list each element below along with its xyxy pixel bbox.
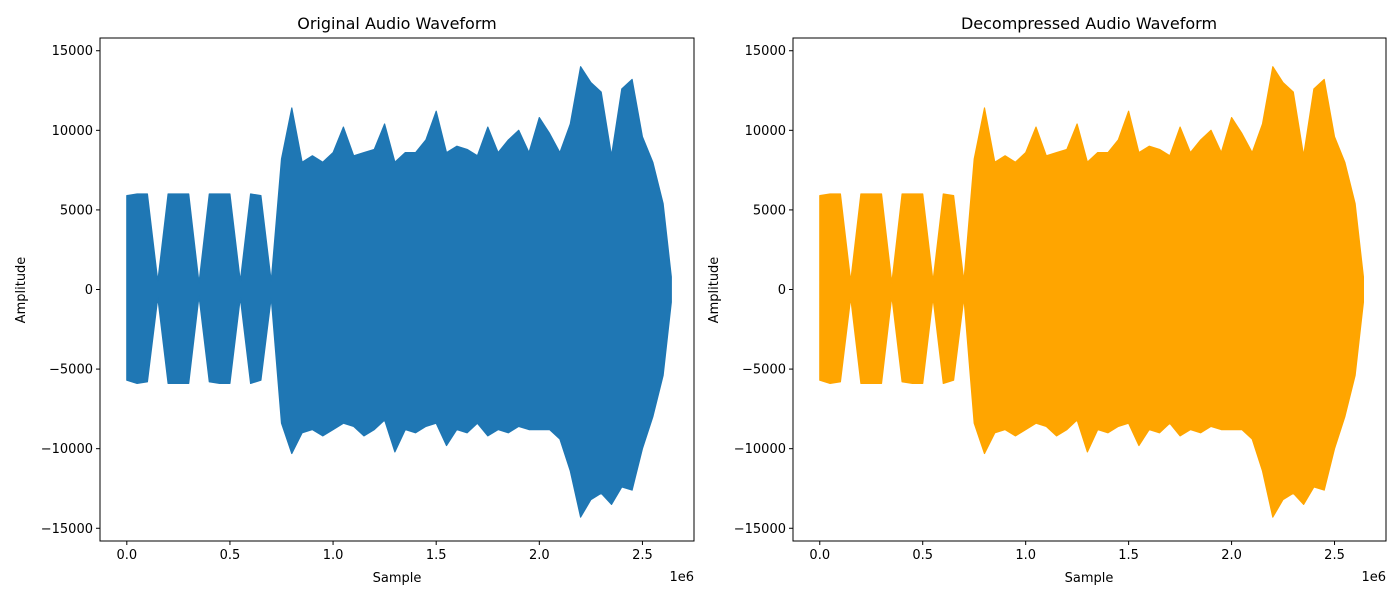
y-tick-label: 5000	[753, 203, 786, 218]
y-axis-label: Amplitude	[14, 257, 29, 324]
x-tick-label: 2.0	[1221, 548, 1242, 563]
y-tick-label: −15000	[41, 522, 93, 537]
y-axis-ticks: −15000 −10000 −5000 0 5000 10000 15000	[734, 44, 793, 537]
x-tick-label: 2.5	[1324, 548, 1345, 563]
y-tick-label: 0	[778, 283, 786, 298]
chart-decompressed-waveform: Decompressed Audio Waveform 0.0 0.5 1.0 1.5…	[707, 14, 1387, 586]
x-tick-label: 2.5	[632, 548, 653, 563]
y-tick-label: −15000	[734, 522, 786, 537]
chart-title: Decompressed Audio Waveform	[961, 14, 1217, 33]
x-axis-ticks: 0.0 0.5 1.0 1.5 2.0 2.5	[116, 541, 653, 563]
y-axis-label: Amplitude	[707, 257, 722, 324]
chart-title: Original Audio Waveform	[297, 14, 496, 33]
y-axis-ticks: −15000 −10000 −5000 0 5000 10000 15000	[41, 44, 100, 537]
y-tick-label: 15000	[745, 44, 786, 59]
waveform-area	[126, 66, 672, 518]
waveform-line	[819, 66, 1364, 518]
x-axis-label: Sample	[373, 571, 422, 586]
y-tick-label: 0	[85, 283, 93, 298]
waveform-area	[819, 66, 1364, 518]
y-tick-label: −10000	[41, 442, 93, 457]
x-tick-label: 1.0	[323, 548, 344, 563]
y-tick-label: 10000	[745, 124, 786, 139]
y-tick-label: 5000	[60, 203, 93, 218]
x-tick-label: 1.5	[1118, 548, 1139, 563]
chart-original-waveform: Original Audio Waveform 0.0 0.5 1.0 1.5 2.0 2…	[14, 14, 695, 586]
x-axis-label: Sample	[1065, 571, 1114, 586]
x-tick-label: 1.0	[1015, 548, 1036, 563]
x-tick-label: 0.5	[220, 548, 241, 563]
y-tick-label: −5000	[742, 363, 786, 378]
x-tick-label: 0.0	[809, 548, 830, 563]
y-tick-label: 15000	[52, 44, 93, 59]
x-tick-label: 2.0	[529, 548, 550, 563]
y-tick-label: −10000	[734, 442, 786, 457]
y-tick-label: 10000	[52, 124, 93, 139]
x-axis-ticks: 0.0 0.5 1.0 1.5 2.0 2.5	[809, 541, 1345, 563]
x-tick-label: 1.5	[426, 548, 447, 563]
y-tick-label: −5000	[49, 363, 93, 378]
x-tick-label: 0.5	[912, 548, 933, 563]
x-axis-offset-label: 1e6	[669, 570, 694, 585]
waveform-line	[126, 66, 672, 518]
x-axis-offset-label: 1e6	[1361, 570, 1386, 585]
x-tick-label: 0.0	[116, 548, 137, 563]
